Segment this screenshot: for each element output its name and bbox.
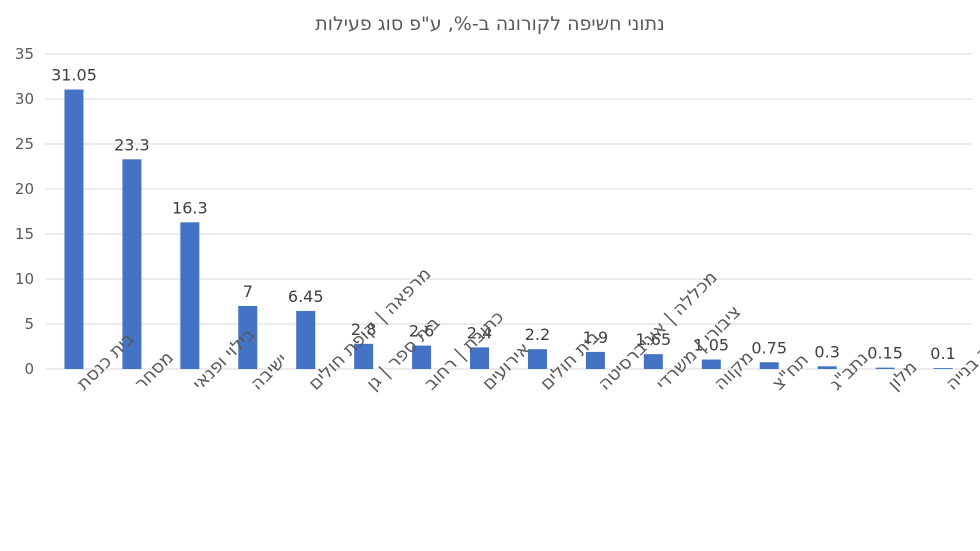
data-label: 2.6 [409,322,434,341]
data-label: 0.3 [814,342,839,361]
y-tick-label: 25 [15,135,34,153]
data-label: 2.4 [467,323,492,342]
bar [585,351,605,369]
data-label: 0.75 [751,338,787,357]
bar [354,343,374,369]
gridlines [45,53,972,370]
bars [64,89,953,370]
bar [64,89,84,370]
data-label: 1.05 [693,336,729,355]
data-label: 2.8 [351,320,376,339]
data-label: 0.1 [930,344,955,363]
data-label: 16.3 [172,198,208,217]
data-label: 23.3 [114,135,150,154]
data-label: 1.9 [583,328,608,347]
bar [643,354,663,369]
bar [122,159,142,369]
y-tick-label: 10 [15,270,34,288]
bar [701,359,721,369]
y-tick-label: 30 [15,90,34,108]
bar [238,306,258,369]
data-label: 6.45 [288,287,324,306]
bar [817,366,837,369]
bar [875,367,895,369]
y-tick-label: 15 [15,225,34,243]
data-label: 0.15 [867,344,903,363]
chart-title: נתוני חשיפה לקורונה ב-%, ע"פ סוג פעילות [315,13,664,35]
data-label: 1.65 [636,330,672,349]
bar [412,345,432,369]
bar [933,368,953,369]
y-tick-label: 0 [24,360,34,378]
data-label: 7 [243,282,253,301]
bar [470,347,490,369]
y-axis-tick-labels: 0 5 10 15 20 25 30 35 [15,45,34,378]
data-labels: 31.05 23.3 16.3 7 6.45 2.8 2.6 2.4 2.2 1.9 1.65 1.0… [51,66,956,364]
bar [296,310,316,369]
y-tick-label: 5 [24,315,34,333]
bar [527,349,547,369]
bar [759,362,779,369]
data-label: 2.2 [525,325,550,344]
bar [180,222,200,369]
y-tick-label: 35 [15,45,34,63]
y-tick-label: 20 [15,180,34,198]
data-label: 31.05 [51,66,97,85]
